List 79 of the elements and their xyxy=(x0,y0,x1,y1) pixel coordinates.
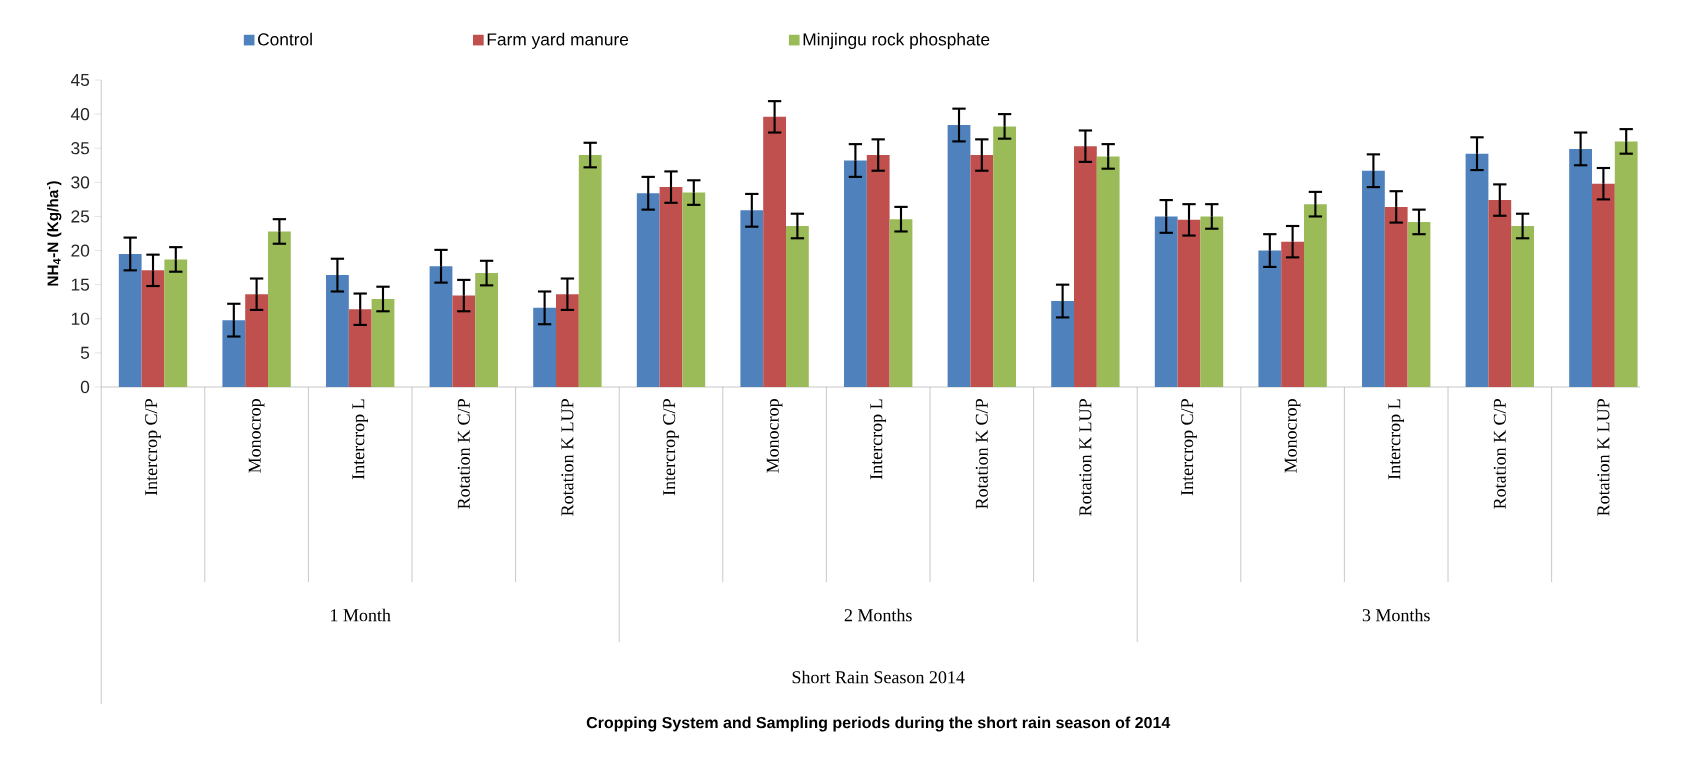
bar xyxy=(636,193,660,387)
legend-label: Farm yard manure xyxy=(487,32,629,49)
x-tick-label: Intercrop C/P xyxy=(663,399,679,496)
legend-label: Control xyxy=(258,32,312,46)
y-tick-label: 5 xyxy=(80,346,90,359)
bar xyxy=(222,320,246,387)
x-tick-label: Monocrop xyxy=(1284,399,1301,473)
bar xyxy=(659,187,683,387)
bar xyxy=(763,116,786,387)
x-tick-label: Rotation K C/P xyxy=(1493,399,1506,509)
bar xyxy=(1362,170,1385,387)
bar xyxy=(1614,141,1638,387)
bar xyxy=(1511,226,1534,387)
text: 3 Months xyxy=(1362,608,1430,622)
bar xyxy=(1304,204,1327,387)
y-tick-label: 30 xyxy=(71,176,90,189)
bar xyxy=(578,155,602,387)
x-tick-label: Monocrop xyxy=(248,399,265,473)
bar xyxy=(429,266,453,387)
bar xyxy=(245,294,268,387)
x-tick-label: Intercrop L xyxy=(1388,399,1405,480)
bar xyxy=(1407,221,1431,387)
bar xyxy=(164,259,188,387)
y-axis-title: NH$_{4}$-N (Kg/ha$^{-}$) xyxy=(47,181,62,286)
y-tick-label: 35 xyxy=(71,142,90,155)
bar xyxy=(452,295,476,387)
bar xyxy=(866,155,890,387)
y-tick-label: 25 xyxy=(71,210,90,223)
bar xyxy=(326,275,349,387)
bar xyxy=(371,299,395,387)
bar xyxy=(1569,148,1593,387)
x-tick-label: Rotation K LUP xyxy=(561,399,574,516)
x-tick-label: Intercrop L xyxy=(870,399,887,480)
x-tick-label: Intercrop L xyxy=(352,399,369,480)
bar xyxy=(1488,200,1512,387)
y-tick-label: 40 xyxy=(70,107,90,121)
bar xyxy=(1200,216,1224,387)
text: Short Rain Season 2014 xyxy=(792,670,965,684)
y-tick-label: 20 xyxy=(71,244,90,257)
x-tick-label: Intercrop C/P xyxy=(1181,399,1197,496)
bar xyxy=(475,273,498,387)
text: Cropping System and Sampling periods during the short rain season of 2014 xyxy=(586,716,1171,732)
x-tick-label: Monocrop xyxy=(766,399,783,473)
y-tick-label: 15 xyxy=(71,278,90,291)
bar xyxy=(1177,219,1201,387)
x-tick-label: Rotation K LUP xyxy=(1597,399,1610,516)
y-tick-label: 45 xyxy=(70,73,90,87)
x-tick-label: Intercrop C/P xyxy=(145,399,161,496)
bar xyxy=(348,309,372,387)
bar xyxy=(1258,250,1282,387)
bar xyxy=(682,192,706,387)
bar xyxy=(1074,146,1097,387)
bar xyxy=(844,160,867,387)
bar xyxy=(141,270,165,387)
bar xyxy=(1465,153,1489,387)
y-tick-label: 0 xyxy=(80,380,90,394)
bar xyxy=(970,155,994,387)
bar xyxy=(786,226,809,387)
bar xyxy=(1051,301,1075,387)
text: 1 Month xyxy=(331,608,391,622)
text: 2 Months xyxy=(844,608,912,622)
x-tick-label: Rotation K C/P xyxy=(975,399,988,509)
x-tick-label: Rotation K LUP xyxy=(1079,399,1092,516)
x-tick-label: Rotation K C/P xyxy=(457,399,470,509)
bar xyxy=(118,253,142,387)
bar xyxy=(268,231,291,387)
bar xyxy=(1096,156,1120,387)
bar xyxy=(1154,216,1178,387)
bar xyxy=(947,125,971,387)
bar xyxy=(993,126,1016,387)
bar xyxy=(556,294,579,387)
bar xyxy=(1384,206,1408,387)
bar xyxy=(889,219,913,387)
bar xyxy=(1592,183,1615,387)
bar xyxy=(1281,241,1304,387)
bar xyxy=(740,210,764,387)
bar xyxy=(533,307,557,387)
y-tick-label: 10 xyxy=(71,312,90,325)
legend-label: Minjingu rock phosphate xyxy=(803,32,990,49)
